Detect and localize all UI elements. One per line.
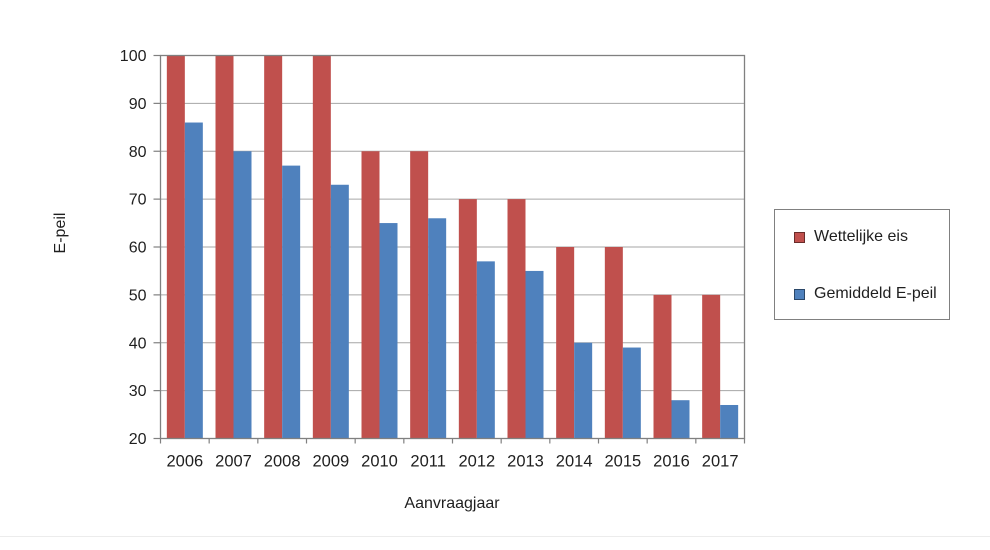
y-tick-label-50: 50 — [129, 287, 147, 304]
legend-swatch-blue-icon — [794, 288, 805, 300]
x-tick-label-2006: 2006 — [166, 453, 203, 471]
bar-wettelijke-eis-2014 — [556, 247, 575, 439]
bottom-divider — [0, 536, 990, 537]
bar-gemiddeld-e-peil-2006 — [184, 122, 203, 439]
bar-gemiddeld-e-peil-2016 — [671, 400, 690, 439]
y-tick-label-30: 30 — [129, 383, 147, 400]
bar-wettelijke-eis-2016 — [653, 294, 672, 439]
y-tick-label-20: 20 — [129, 431, 147, 448]
y-tick-label-60: 60 — [129, 240, 147, 257]
x-tick-label-2008: 2008 — [264, 453, 301, 471]
legend-item-gemiddeld-e-peil: Gemiddeld E-peil — [794, 284, 943, 304]
bar-wettelijke-eis-2012 — [458, 199, 477, 439]
bar-wettelijke-eis-2011 — [410, 151, 429, 439]
x-tick-label-2014: 2014 — [556, 453, 593, 471]
bar-wettelijke-eis-2015 — [604, 247, 623, 439]
x-tick-label-2013: 2013 — [507, 453, 544, 471]
x-tick-label-2010: 2010 — [361, 453, 398, 471]
bar-gemiddeld-e-peil-2007 — [233, 151, 252, 439]
bar-gemiddeld-e-peil-2010 — [379, 223, 398, 439]
bar-wettelijke-eis-2009 — [312, 55, 331, 439]
bar-gemiddeld-e-peil-2015 — [622, 347, 641, 439]
y-tick-label-40: 40 — [129, 335, 147, 352]
legend: Wettelijke eis Gemiddeld E-peil — [774, 209, 950, 320]
bar-wettelijke-eis-2008 — [264, 55, 283, 439]
bar-gemiddeld-e-peil-2013 — [525, 270, 544, 439]
y-axis-title: E-peil — [52, 212, 69, 254]
bar-wettelijke-eis-2017 — [702, 294, 721, 439]
bar-gemiddeld-e-peil-2017 — [720, 404, 739, 439]
x-tick-label-2009: 2009 — [312, 453, 349, 471]
x-tick-label-2007: 2007 — [215, 453, 252, 471]
bar-wettelijke-eis-2013 — [507, 199, 526, 439]
x-tick-label-2017: 2017 — [702, 453, 739, 471]
y-tick-label-70: 70 — [129, 192, 147, 209]
x-tick-label-2011: 2011 — [410, 453, 445, 471]
bar-wettelijke-eis-2006 — [166, 55, 185, 439]
y-tick-label-90: 90 — [129, 96, 147, 113]
x-tick-label-2016: 2016 — [653, 453, 690, 471]
x-tick-label-2015: 2015 — [604, 453, 641, 471]
bar-wettelijke-eis-2010 — [361, 151, 380, 439]
legend-label-gemiddeld-e-peil: Gemiddeld E-peil — [814, 285, 937, 302]
bar-gemiddeld-e-peil-2009 — [330, 184, 349, 439]
bar-wettelijke-eis-2007 — [215, 55, 234, 439]
legend-swatch-red-icon — [794, 231, 805, 243]
bar-gemiddeld-e-peil-2008 — [282, 165, 301, 439]
x-tick-label-2012: 2012 — [458, 453, 495, 471]
legend-item-wettelijke-eis: Wettelijke eis — [794, 227, 943, 247]
bar-gemiddeld-e-peil-2011 — [428, 218, 447, 439]
legend-label-wettelijke-eis: Wettelijke eis — [814, 228, 908, 245]
bar-gemiddeld-e-peil-2012 — [476, 261, 495, 439]
x-axis-title: Aanvraagjaar — [404, 495, 500, 512]
bar-gemiddeld-e-peil-2014 — [574, 342, 593, 439]
y-tick-label-80: 80 — [129, 144, 147, 161]
y-tick-label-100: 100 — [120, 48, 147, 65]
